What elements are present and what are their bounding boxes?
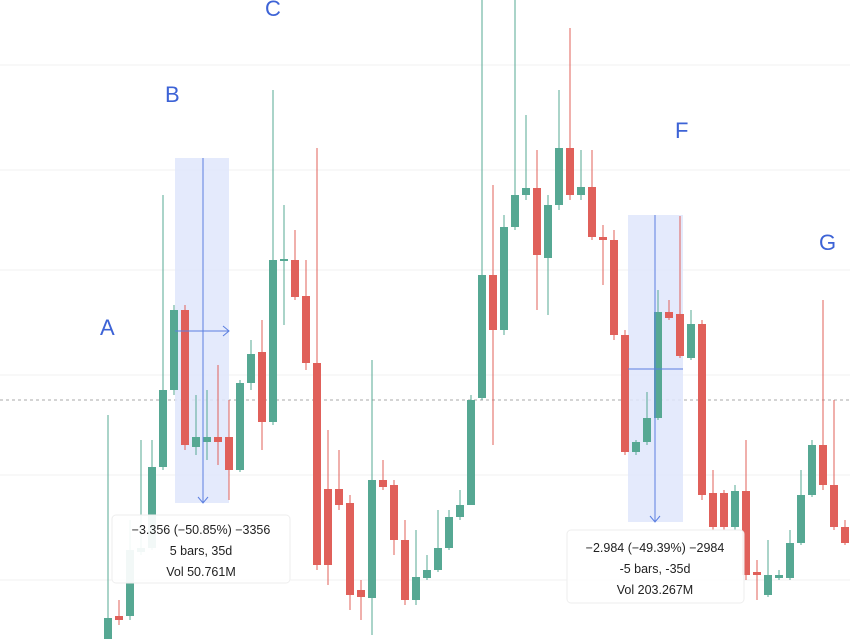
candle-body xyxy=(390,485,398,540)
candle-body xyxy=(731,491,739,527)
candle-body xyxy=(258,352,266,422)
annotation-letter: G xyxy=(819,230,836,255)
candle-body xyxy=(357,590,365,597)
measure-label xyxy=(111,514,291,584)
candle-body xyxy=(379,480,387,487)
candle-body xyxy=(302,296,310,363)
candle-body xyxy=(786,543,794,578)
annotation-letter: F xyxy=(675,118,688,143)
candle-body xyxy=(313,363,321,565)
measure-text: −2.984 (−49.39%) −2984 xyxy=(586,541,725,555)
candle-body xyxy=(698,324,706,495)
candle-body xyxy=(720,493,728,527)
candle-body xyxy=(808,445,816,495)
measure-text: Vol 50.761M xyxy=(166,565,236,579)
candle-body xyxy=(775,575,783,578)
candle-body xyxy=(654,312,662,418)
candle-body xyxy=(203,437,211,442)
measure-text: -5 bars, -35d xyxy=(620,562,691,576)
candle-body xyxy=(236,383,244,470)
candle-body xyxy=(610,240,618,335)
candle-body xyxy=(269,260,277,422)
candle-body xyxy=(709,493,717,527)
candle-body xyxy=(115,616,123,620)
candle-body xyxy=(632,442,640,452)
candle-body xyxy=(423,570,431,578)
candle-body xyxy=(247,354,255,383)
candle-body xyxy=(401,540,409,600)
candle-body xyxy=(434,548,442,570)
candle-body xyxy=(511,195,519,227)
candle-body xyxy=(159,390,167,467)
candle-body xyxy=(643,418,651,442)
candle-body xyxy=(566,148,574,195)
candle-body xyxy=(148,467,156,548)
candle-body xyxy=(368,480,376,598)
candle-body xyxy=(544,205,552,258)
measure-text: 5 bars, 35d xyxy=(170,544,233,558)
annotation-letter: A xyxy=(100,315,115,340)
candle-body xyxy=(665,312,673,318)
candle-body xyxy=(324,489,332,565)
measure-text: −3.356 (−50.85%) −3356 xyxy=(132,523,271,537)
candle-body xyxy=(841,527,849,543)
candle-body xyxy=(346,503,354,595)
candle-body xyxy=(225,437,233,470)
candle-body xyxy=(621,335,629,452)
candle-body xyxy=(819,445,827,485)
candle-body xyxy=(291,260,299,297)
candle-body xyxy=(687,324,695,358)
candle-body xyxy=(335,489,343,505)
candle-body xyxy=(181,310,189,445)
candle-body xyxy=(577,187,585,195)
candle-body xyxy=(280,259,288,261)
measure-text: Vol 203.267M xyxy=(617,583,693,597)
candle-body xyxy=(456,505,464,517)
candle-body xyxy=(797,495,805,543)
candle-body xyxy=(533,188,541,255)
annotation-letter: B xyxy=(165,82,180,107)
candle-body xyxy=(753,572,761,575)
candle-body xyxy=(830,485,838,527)
candle-body xyxy=(478,275,486,398)
candle-body xyxy=(489,275,497,330)
candle-body xyxy=(445,517,453,548)
candle-body xyxy=(676,314,684,356)
candle-body xyxy=(742,491,750,575)
candle-body xyxy=(192,437,200,447)
candle-body xyxy=(214,437,222,442)
candle-body xyxy=(599,237,607,240)
candle-body xyxy=(522,188,530,195)
candle-body xyxy=(104,618,112,639)
candle-body xyxy=(412,577,420,600)
candle-body xyxy=(500,227,508,330)
candles xyxy=(104,0,849,639)
candle-body xyxy=(170,310,178,390)
candle-body xyxy=(588,187,596,237)
candle-body xyxy=(555,148,563,205)
candle-body xyxy=(764,575,772,595)
measure-arrows xyxy=(175,158,683,523)
candle-body xyxy=(467,400,475,505)
annotation-letter: C xyxy=(265,0,281,21)
measure-label xyxy=(566,529,745,604)
